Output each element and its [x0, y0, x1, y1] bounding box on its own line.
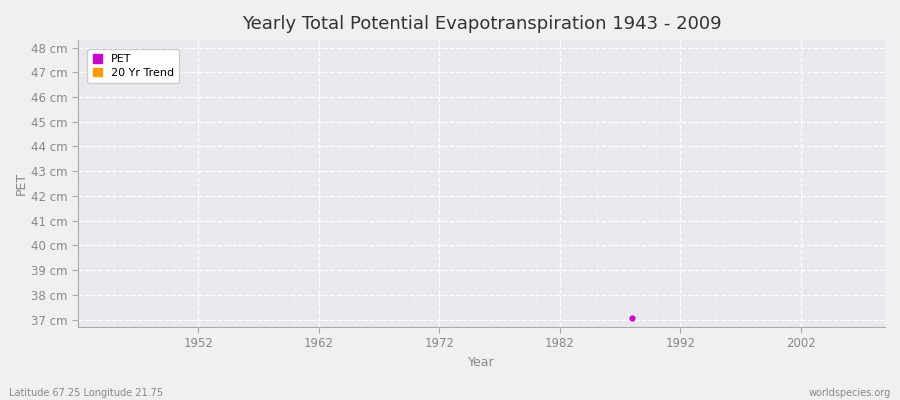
Text: Latitude 67.25 Longitude 21.75: Latitude 67.25 Longitude 21.75: [9, 388, 163, 398]
Point: [625, 315, 639, 322]
Point: [83, 52, 97, 58]
Title: Yearly Total Potential Evapotranspiration 1943 - 2009: Yearly Total Potential Evapotranspiratio…: [241, 15, 721, 33]
X-axis label: Year: Year: [468, 356, 495, 369]
Text: worldspecies.org: worldspecies.org: [809, 388, 891, 398]
Y-axis label: PET: PET: [15, 172, 28, 195]
Legend: PET, 20 Yr Trend: PET, 20 Yr Trend: [87, 48, 179, 83]
